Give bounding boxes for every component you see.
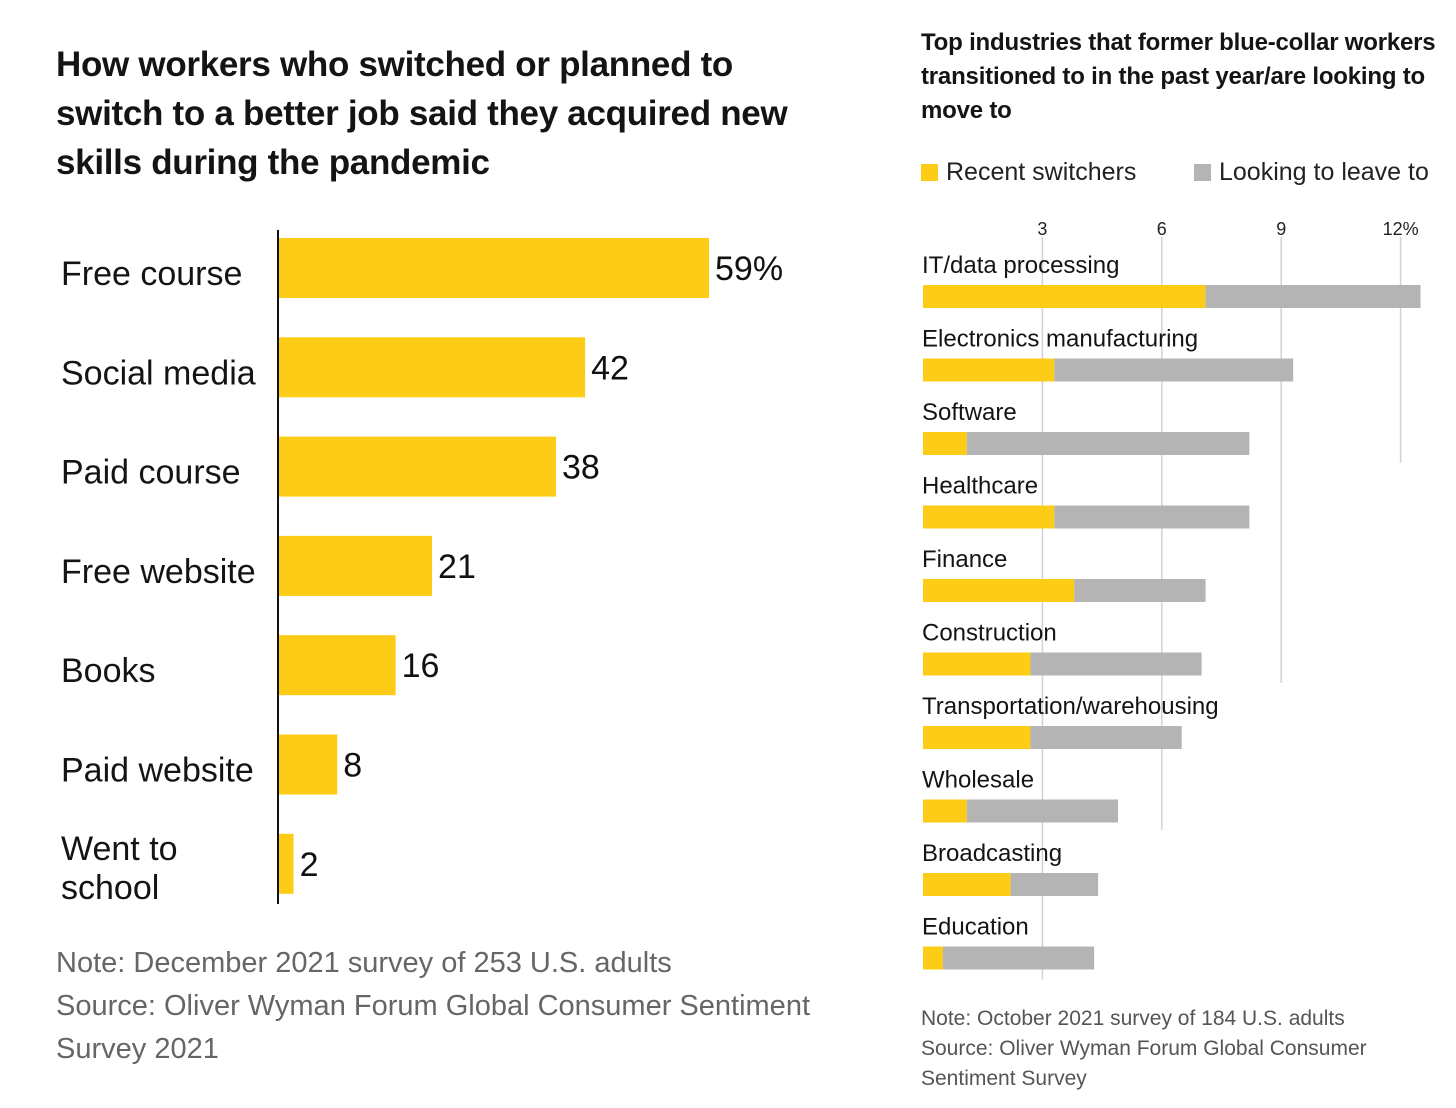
- right-chart-title: Top industries that former blue-collar w…: [921, 29, 1436, 124]
- bar-finance-recent-switchers: [923, 579, 1075, 602]
- right-note: Note: October 2021 survey of 184 U.S. ad…: [921, 1007, 1345, 1030]
- bar-wholesale-recent-switchers: [923, 799, 967, 823]
- category-label-wholesale: Wholesale: [922, 767, 1034, 794]
- bar-broadcasting-looking-to-leave-to: [1010, 873, 1099, 896]
- bar-transportation-warehousing-recent-switchers: [923, 726, 1031, 749]
- category-label-it-data-processing: IT/data processing: [922, 252, 1119, 279]
- bar-transportation-warehousing-looking-to-leave-to: [1030, 726, 1182, 749]
- left-chart-title: How workers who switched or planned to s…: [56, 45, 788, 182]
- bar-education-recent-switchers: [923, 946, 943, 970]
- tick-label-12: 12%: [1383, 219, 1419, 239]
- right-chart-notes: Note: October 2021 survey of 184 U.S. ad…: [921, 1004, 1441, 1094]
- bar-it-data-processing-looking-to-leave-to: [1205, 285, 1421, 308]
- left-source: Source: Oliver Wyman Forum Global Consum…: [56, 990, 810, 1065]
- tick-label-6: 6: [1157, 219, 1167, 239]
- category-label-broadcasting: Broadcasting: [922, 840, 1062, 867]
- right-source: Source: Oliver Wyman Forum Global Consum…: [921, 1037, 1367, 1090]
- category-label-construction: Construction: [922, 620, 1057, 647]
- bar-electronics-manufacturing-recent-switchers: [923, 358, 1055, 382]
- tick-label-3: 3: [1037, 219, 1047, 239]
- bar-it-data-processing-recent-switchers: [923, 285, 1206, 308]
- legend-label-recent-switchers: Recent switchers: [946, 158, 1137, 186]
- value-label-free-course: 59%: [715, 250, 783, 288]
- bar-went-to-school: [279, 833, 294, 894]
- legend-item-looking-to-leave: Looking to leave to: [1194, 158, 1429, 187]
- bar-construction-recent-switchers: [923, 652, 1031, 676]
- category-label-books: Books: [61, 652, 156, 690]
- bar-software-looking-to-leave-to: [966, 432, 1250, 455]
- value-label-free-website: 21: [438, 548, 476, 586]
- bar-finance-looking-to-leave-to: [1074, 579, 1206, 602]
- category-label-software: Software: [922, 399, 1017, 426]
- category-label-education: Education: [922, 914, 1029, 941]
- bar-books: [279, 635, 396, 696]
- legend-swatch-recent-switchers: [921, 164, 938, 181]
- category-label-finance: Finance: [922, 546, 1007, 573]
- bar-healthcare-recent-switchers: [923, 505, 1055, 529]
- category-label-social-media: Social media: [61, 354, 256, 392]
- bar-social-media: [279, 337, 586, 398]
- bar-free-website: [279, 535, 433, 596]
- bar-paid-website: [279, 734, 338, 795]
- bar-electronics-manufacturing-looking-to-leave-to: [1054, 358, 1294, 382]
- category-label-went-to-school-line2: school: [61, 869, 159, 907]
- category-label-went-to-school-line1: Went to: [61, 830, 178, 868]
- value-label-social-media: 42: [591, 349, 629, 387]
- category-label-transportation-warehousing: Transportation/warehousing: [922, 693, 1219, 720]
- right-stacked-bar-chart: 3 6 9 12% IT/data processing Electronics manu…: [922, 219, 1421, 980]
- bar-healthcare-looking-to-leave-to: [1054, 505, 1250, 529]
- category-label-paid-website: Paid website: [61, 752, 254, 790]
- value-label-went-to-school: 2: [300, 846, 319, 884]
- legend-item-recent-switchers: Recent switchers: [921, 158, 1136, 187]
- bar-construction-looking-to-leave-to: [1030, 652, 1202, 676]
- tick-label-9: 9: [1276, 219, 1286, 239]
- legend-swatch-looking-to-leave: [1194, 164, 1211, 181]
- left-note: Note: December 2021 survey of 253 U.S. a…: [56, 947, 672, 979]
- bar-education-looking-to-leave-to: [942, 946, 1095, 970]
- bar-wholesale-looking-to-leave-to: [966, 799, 1119, 823]
- bar-free-course: [279, 238, 709, 298]
- category-label-healthcare: Healthcare: [922, 473, 1038, 500]
- category-label-paid-course: Paid course: [61, 454, 241, 492]
- category-label-free-website: Free website: [61, 553, 256, 591]
- category-label-free-course: Free course: [61, 255, 242, 293]
- bar-paid-course: [279, 436, 556, 497]
- value-label-books: 16: [402, 647, 440, 685]
- category-label-electronics-manufacturing: Electronics manufacturing: [922, 326, 1198, 353]
- left-bar-chart: 59% Free course 42 Social media 38 Paid cours…: [61, 230, 783, 907]
- legend-label-looking-to-leave: Looking to leave to: [1219, 158, 1429, 186]
- bar-software-recent-switchers: [923, 432, 967, 455]
- value-label-paid-website: 8: [343, 747, 362, 785]
- right-chart-legend: Recent switchers Looking to leave to: [921, 158, 1451, 192]
- bar-broadcasting-recent-switchers: [923, 873, 1011, 896]
- value-label-paid-course: 38: [562, 449, 600, 487]
- left-chart-notes: Note: December 2021 survey of 253 U.S. a…: [56, 942, 816, 1071]
